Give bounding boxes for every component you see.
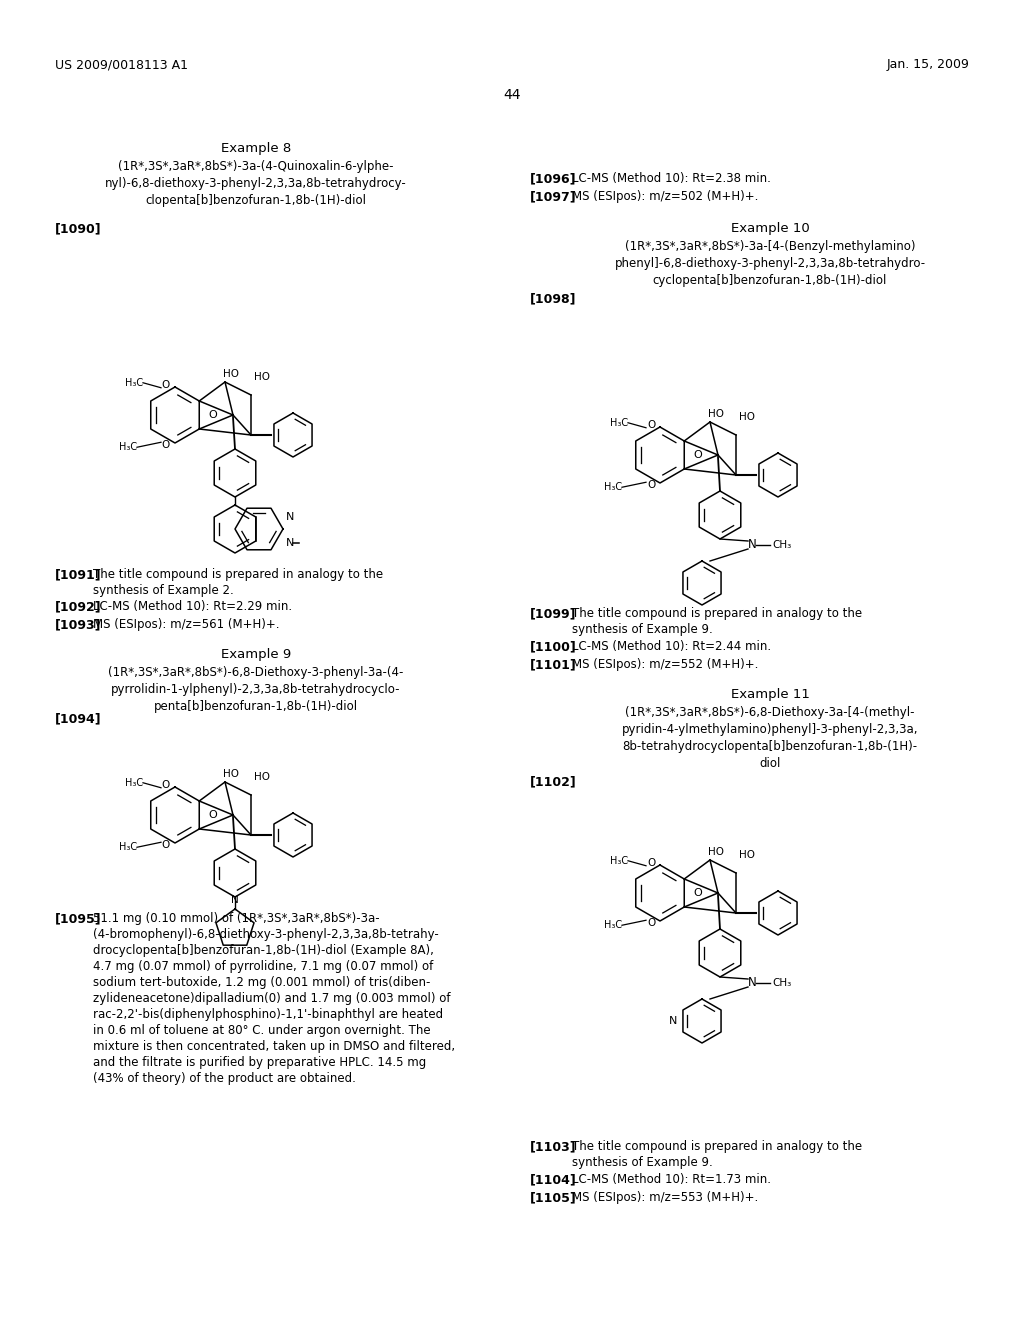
Text: H₃C: H₃C bbox=[119, 442, 137, 453]
Text: [1101]: [1101] bbox=[530, 657, 577, 671]
Text: H₃C: H₃C bbox=[610, 417, 628, 428]
Text: O: O bbox=[693, 450, 702, 459]
Text: O: O bbox=[162, 780, 170, 789]
Text: The title compound is prepared in analogy to the
synthesis of Example 2.: The title compound is prepared in analog… bbox=[93, 568, 383, 597]
Text: Example 8: Example 8 bbox=[221, 143, 291, 154]
Text: LC-MS (Method 10): Rt=2.44 min.: LC-MS (Method 10): Rt=2.44 min. bbox=[572, 640, 771, 653]
Text: O: O bbox=[209, 810, 217, 820]
Text: [1098]: [1098] bbox=[530, 292, 577, 305]
Text: O: O bbox=[162, 441, 170, 450]
Text: MS (ESIpos): m/z=552 (M+H)+.: MS (ESIpos): m/z=552 (M+H)+. bbox=[572, 657, 759, 671]
Text: [1093]: [1093] bbox=[55, 618, 101, 631]
Text: [1096]: [1096] bbox=[530, 172, 577, 185]
Text: CH₃: CH₃ bbox=[772, 540, 792, 550]
Text: HO: HO bbox=[708, 409, 724, 418]
Text: [1102]: [1102] bbox=[530, 775, 577, 788]
Text: [1100]: [1100] bbox=[530, 640, 577, 653]
Text: LC-MS (Method 10): Rt=2.38 min.: LC-MS (Method 10): Rt=2.38 min. bbox=[572, 172, 771, 185]
Text: Example 10: Example 10 bbox=[731, 222, 809, 235]
Text: MS (ESIpos): m/z=502 (M+H)+.: MS (ESIpos): m/z=502 (M+H)+. bbox=[572, 190, 759, 203]
Text: O: O bbox=[647, 919, 655, 928]
Text: [1105]: [1105] bbox=[530, 1191, 577, 1204]
Text: Example 11: Example 11 bbox=[730, 688, 809, 701]
Text: The title compound is prepared in analogy to the
synthesis of Example 9.: The title compound is prepared in analog… bbox=[572, 1140, 862, 1170]
Text: N: N bbox=[286, 512, 294, 521]
Text: [1095]: [1095] bbox=[55, 912, 101, 925]
Text: [1097]: [1097] bbox=[530, 190, 577, 203]
Text: [1103]: [1103] bbox=[530, 1140, 577, 1152]
Text: H₃C: H₃C bbox=[604, 920, 623, 931]
Text: O: O bbox=[693, 888, 702, 898]
Text: Jan. 15, 2009: Jan. 15, 2009 bbox=[887, 58, 970, 71]
Text: 51.1 mg (0.10 mmol) of (1R*,3S*,3aR*,8bS*)-3a-
(4-bromophenyl)-6,8-diethoxy-3-ph: 51.1 mg (0.10 mmol) of (1R*,3S*,3aR*,8bS… bbox=[93, 912, 455, 1085]
Text: H₃C: H₃C bbox=[604, 482, 623, 492]
Text: The title compound is prepared in analogy to the
synthesis of Example 9.: The title compound is prepared in analog… bbox=[572, 607, 862, 636]
Text: H₃C: H₃C bbox=[125, 777, 143, 788]
Text: (1R*,3S*,3aR*,8bS*)-3a-(4-Quinoxalin-6-ylphe-
nyl)-6,8-diethoxy-3-phenyl-2,3,3a,: (1R*,3S*,3aR*,8bS*)-3a-(4-Quinoxalin-6-y… bbox=[105, 160, 407, 207]
Text: HO: HO bbox=[254, 772, 270, 781]
Text: HO: HO bbox=[708, 847, 724, 857]
Text: HO: HO bbox=[739, 850, 755, 861]
Text: LC-MS (Method 10): Rt=1.73 min.: LC-MS (Method 10): Rt=1.73 min. bbox=[572, 1173, 771, 1185]
Text: [1090]: [1090] bbox=[55, 222, 101, 235]
Text: H₃C: H₃C bbox=[610, 855, 628, 866]
Text: [1104]: [1104] bbox=[530, 1173, 577, 1185]
Text: [1091]: [1091] bbox=[55, 568, 101, 581]
Text: LC-MS (Method 10): Rt=2.29 min.: LC-MS (Method 10): Rt=2.29 min. bbox=[93, 601, 292, 612]
Text: O: O bbox=[647, 420, 655, 430]
Text: N: N bbox=[748, 977, 757, 990]
Text: O: O bbox=[647, 480, 655, 490]
Text: HO: HO bbox=[254, 372, 270, 381]
Text: (1R*,3S*,3aR*,8bS*)-6,8-Diethoxy-3a-[4-(methyl-
pyridin-4-ylmethylamino)phenyl]-: (1R*,3S*,3aR*,8bS*)-6,8-Diethoxy-3a-[4-(… bbox=[622, 706, 919, 770]
Text: H₃C: H₃C bbox=[119, 842, 137, 853]
Text: H₃C: H₃C bbox=[125, 378, 143, 388]
Text: US 2009/0018113 A1: US 2009/0018113 A1 bbox=[55, 58, 188, 71]
Text: (1R*,3S*,3aR*,8bS*)-3a-[4-(Benzyl-methylamino)
phenyl]-6,8-diethoxy-3-phenyl-2,3: (1R*,3S*,3aR*,8bS*)-3a-[4-(Benzyl-methyl… bbox=[614, 240, 926, 286]
Text: HO: HO bbox=[223, 770, 239, 779]
Text: CH₃: CH₃ bbox=[772, 978, 792, 987]
Text: Example 9: Example 9 bbox=[221, 648, 291, 661]
Text: O: O bbox=[209, 411, 217, 420]
Text: MS (ESIpos): m/z=561 (M+H)+.: MS (ESIpos): m/z=561 (M+H)+. bbox=[93, 618, 280, 631]
Text: O: O bbox=[162, 380, 170, 389]
Text: [1092]: [1092] bbox=[55, 601, 101, 612]
Text: MS (ESIpos): m/z=553 (M+H)+.: MS (ESIpos): m/z=553 (M+H)+. bbox=[572, 1191, 758, 1204]
Text: O: O bbox=[647, 858, 655, 867]
Text: (1R*,3S*,3aR*,8bS*)-6,8-Diethoxy-3-phenyl-3a-(4-
pyrrolidin-1-ylphenyl)-2,3,3a,8: (1R*,3S*,3aR*,8bS*)-6,8-Diethoxy-3-pheny… bbox=[109, 667, 403, 713]
Text: N: N bbox=[231, 895, 239, 906]
Text: N: N bbox=[669, 1016, 677, 1026]
Text: [1099]: [1099] bbox=[530, 607, 577, 620]
Text: HO: HO bbox=[223, 370, 239, 379]
Text: [1094]: [1094] bbox=[55, 711, 101, 725]
Text: N: N bbox=[286, 539, 294, 548]
Text: N: N bbox=[748, 539, 757, 552]
Text: HO: HO bbox=[739, 412, 755, 422]
Text: O: O bbox=[162, 841, 170, 850]
Text: 44: 44 bbox=[503, 88, 521, 102]
